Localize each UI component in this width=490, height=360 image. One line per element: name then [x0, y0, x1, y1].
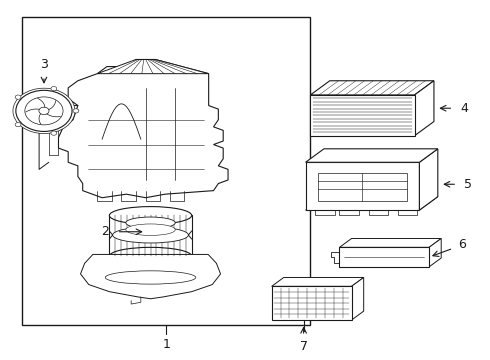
Circle shape [51, 86, 57, 91]
Circle shape [25, 97, 63, 125]
Polygon shape [340, 238, 441, 247]
Text: 6: 6 [458, 238, 466, 251]
Bar [318, 173, 407, 201]
Bar [271, 286, 352, 320]
Polygon shape [271, 278, 364, 286]
Circle shape [15, 122, 21, 127]
Polygon shape [310, 81, 434, 95]
Polygon shape [58, 59, 228, 198]
Polygon shape [306, 197, 438, 210]
Circle shape [39, 107, 49, 114]
Polygon shape [352, 278, 364, 320]
Circle shape [73, 109, 79, 113]
Circle shape [13, 88, 75, 134]
Text: 4: 4 [461, 102, 468, 115]
Polygon shape [306, 149, 438, 162]
Text: 1: 1 [162, 338, 170, 351]
Text: 3: 3 [40, 58, 48, 71]
Polygon shape [97, 59, 209, 74]
Circle shape [16, 90, 72, 131]
Circle shape [15, 95, 21, 99]
Polygon shape [80, 255, 220, 299]
Circle shape [51, 131, 57, 135]
Polygon shape [429, 238, 441, 267]
Ellipse shape [109, 207, 192, 224]
Bar [22, 17, 310, 325]
Ellipse shape [113, 227, 189, 243]
Bar [310, 95, 415, 136]
Ellipse shape [126, 217, 175, 229]
Text: 5: 5 [465, 178, 472, 191]
Ellipse shape [109, 247, 192, 265]
Polygon shape [419, 149, 438, 210]
Bar [340, 247, 429, 267]
Text: 7: 7 [299, 339, 308, 352]
Text: 2: 2 [101, 225, 109, 238]
Ellipse shape [126, 224, 175, 235]
Polygon shape [415, 81, 434, 136]
Bar [306, 162, 419, 210]
